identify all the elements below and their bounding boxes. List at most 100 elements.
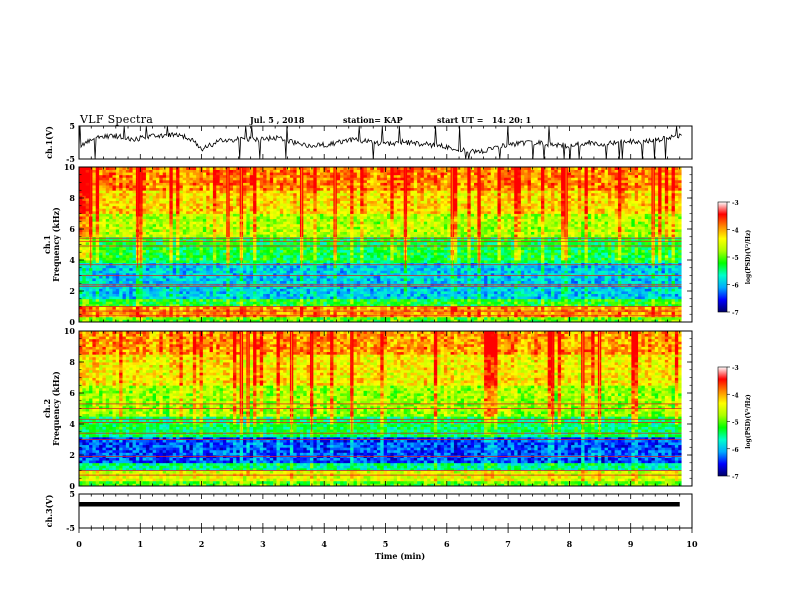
spectrogram-cell xyxy=(330,309,334,313)
spectrogram-cell xyxy=(648,298,652,302)
spectrogram-cell xyxy=(433,278,438,282)
spectrogram-cell xyxy=(182,291,187,294)
spectrogram-cell xyxy=(547,285,552,289)
spectrogram-cell xyxy=(149,278,154,282)
spectrogram-cell xyxy=(380,267,385,271)
spectrogram-cell xyxy=(644,316,649,320)
spectrogram-cell xyxy=(447,272,451,276)
spectrogram-cell xyxy=(249,265,254,269)
spectrogram-cell xyxy=(534,272,539,276)
spectrogram-cell xyxy=(470,254,475,258)
spectrogram-cell xyxy=(306,260,311,263)
spectrogram-cell xyxy=(430,257,435,261)
spectrogram-cell xyxy=(189,257,194,261)
spectrogram-cell xyxy=(323,254,328,258)
spectrogram-cell xyxy=(561,252,565,256)
spectrogram-cell xyxy=(229,288,234,292)
spectrogram-cell xyxy=(109,309,113,313)
spectrogram-cell xyxy=(668,316,672,320)
spectrogram-cell xyxy=(631,270,636,274)
spectrogram-cell xyxy=(226,288,231,292)
spectrogram-cell xyxy=(470,260,475,263)
spectrogram-cell xyxy=(243,291,247,294)
spectrogram-cell xyxy=(638,280,642,284)
spectrogram-cell xyxy=(397,303,401,307)
spectrogram-cell xyxy=(333,298,338,302)
spectrogram-cell xyxy=(664,306,669,310)
spectrogram-cell xyxy=(654,311,659,315)
spectrogram-cell xyxy=(256,275,261,279)
spectrogram-cell xyxy=(152,275,157,279)
spectrogram-cell xyxy=(102,272,107,276)
spectrogram-cell xyxy=(480,291,485,294)
spectrogram-cell xyxy=(306,316,311,320)
spectrogram-cell xyxy=(678,267,682,271)
spectrogram-cell xyxy=(129,301,133,305)
spectrogram-cell xyxy=(574,301,579,305)
spectrogram-cell xyxy=(450,293,455,297)
spectrogram-cell xyxy=(363,306,368,310)
spectrogram-cell xyxy=(427,275,431,279)
spectrogram-cell xyxy=(517,285,522,289)
spectrogram-cell xyxy=(437,306,441,310)
spectrogram-cell xyxy=(89,270,93,274)
spectrogram-cell xyxy=(534,270,539,274)
spectrogram-cell xyxy=(293,254,297,258)
spectrogram-cell xyxy=(604,275,609,279)
spectrogram-cell xyxy=(99,280,103,284)
spectrogram-cell xyxy=(614,301,619,305)
spectrogram-cell xyxy=(333,270,338,274)
spectrogram-cell xyxy=(440,257,445,261)
spectrogram-cell xyxy=(139,306,144,310)
spectrogram-cell xyxy=(604,311,609,315)
spectrogram-cell xyxy=(209,309,214,313)
spectrogram-cell xyxy=(658,270,662,274)
spectrogram-cell xyxy=(289,252,294,256)
spectrogram-cell xyxy=(85,288,90,292)
spectrogram-cell xyxy=(520,275,525,279)
spectrogram-cell xyxy=(500,316,505,320)
spectrogram-cell xyxy=(497,298,502,302)
spectrogram-cell xyxy=(169,316,174,320)
spectrogram-cell xyxy=(430,316,435,320)
spectrogram-cell xyxy=(350,275,354,279)
spectrogram-cell xyxy=(517,265,522,269)
spectrogram-cell xyxy=(490,257,495,261)
spectrogram-cell xyxy=(356,260,361,263)
spectrogram-cell xyxy=(145,252,150,256)
spectrogram-cell xyxy=(591,260,595,263)
spectrogram-cell xyxy=(617,291,622,294)
spectrogram-cell xyxy=(82,285,87,289)
spectrogram-cell xyxy=(156,252,160,256)
spectrogram-cell xyxy=(410,285,415,289)
spectrogram-cell xyxy=(189,288,194,292)
spectrogram-cell xyxy=(239,285,244,289)
spectrogram-cell xyxy=(624,316,629,320)
spectrogram-cell xyxy=(366,293,371,297)
spectrogram-cell xyxy=(433,270,438,274)
spectrogram-cell xyxy=(641,280,646,284)
spectrogram-cell xyxy=(413,319,418,323)
spectrogram-cell xyxy=(162,293,167,297)
spectrogram-cell xyxy=(507,280,512,284)
spectrogram-cell xyxy=(540,316,545,320)
spectrogram-cell xyxy=(380,265,385,269)
spectrogram-cell xyxy=(584,285,589,289)
spectrogram-cell xyxy=(497,291,502,294)
spectrogram-cell xyxy=(567,303,572,307)
spectrogram-cell xyxy=(132,309,137,313)
spectrogram-cell xyxy=(477,278,482,282)
spectrogram-cell xyxy=(581,267,585,271)
spectrogram-cell xyxy=(594,265,599,269)
spectrogram-cell xyxy=(638,254,642,258)
spectrogram-cell xyxy=(423,291,428,294)
spectrogram-cell xyxy=(216,288,220,292)
spectrogram-cell xyxy=(176,260,180,263)
spectrogram-cell xyxy=(166,270,170,274)
spectrogram-cell xyxy=(460,301,465,305)
spectrogram-cell xyxy=(380,272,385,276)
spectrogram-cell xyxy=(514,309,518,313)
spectrogram-cell xyxy=(289,288,294,292)
spectrogram-cell xyxy=(239,272,244,276)
spectrogram-cell xyxy=(253,319,257,323)
